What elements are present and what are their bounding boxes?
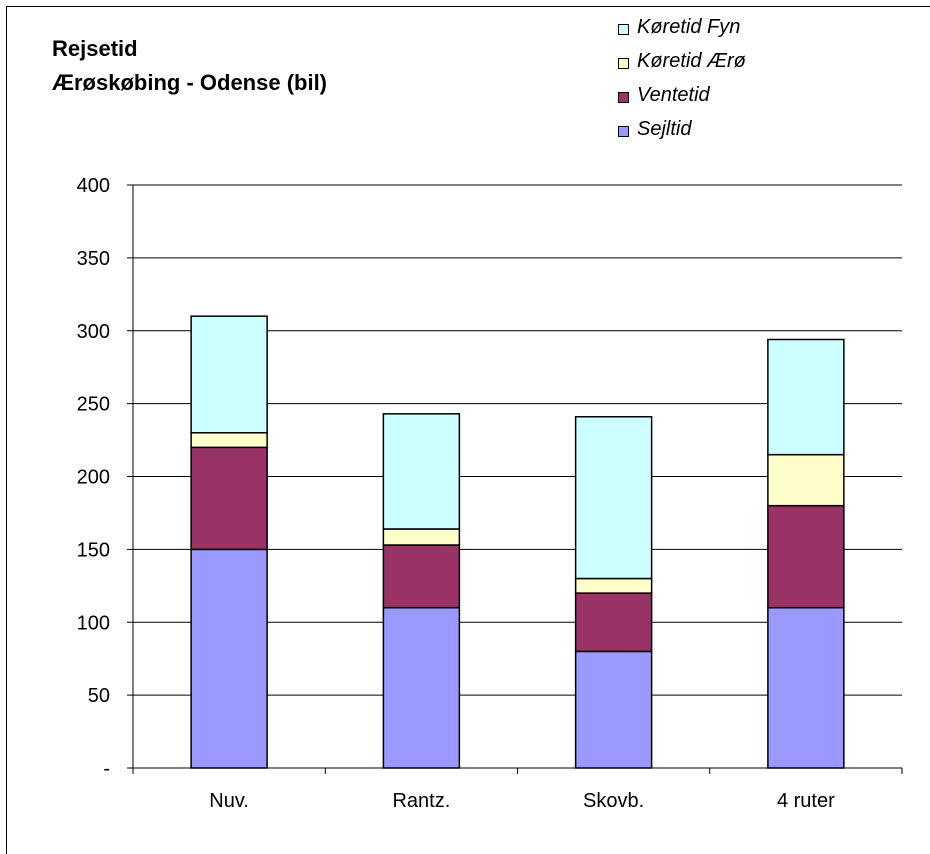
- bar-segment: [574, 415, 653, 580]
- x-tick-label: Skovb.: [583, 790, 644, 812]
- y-tick-label: 400: [77, 175, 110, 197]
- x-tick-label: 4 ruter: [777, 790, 835, 812]
- bar-segment: [190, 432, 268, 449]
- legend-swatch-koretid-aero: [618, 58, 629, 69]
- legend-swatch-ventetid: [618, 92, 629, 103]
- legend-label-koretid-aero: Køretid Ærø: [637, 50, 746, 72]
- x-tick-label: Rantz.: [392, 790, 450, 812]
- bar-segment: [767, 504, 845, 609]
- legend-swatch-koretid-fyn: [618, 24, 629, 35]
- y-tick-label: -: [103, 758, 110, 780]
- bar-segment: [190, 446, 268, 551]
- y-tick-label: 300: [77, 321, 110, 343]
- x-tick-label: Nuv.: [209, 790, 249, 812]
- y-tick-label: 350: [77, 248, 110, 270]
- bar-segment: [190, 315, 268, 434]
- y-tick-label: 200: [77, 467, 110, 489]
- bar-segment: [574, 577, 653, 594]
- legend-label-sejltid: Sejltid: [637, 118, 692, 140]
- chart-title: Rejsetid Ærøskøbing - Odense (bil): [52, 32, 327, 100]
- y-tick-label: 100: [77, 612, 110, 634]
- y-tick-label: 150: [77, 539, 110, 561]
- bar-segment: [767, 453, 845, 507]
- y-tick-label: 50: [88, 685, 110, 707]
- chart-frame: [6, 6, 930, 854]
- bar-segment: [767, 606, 845, 769]
- legend-label-ventetid: Ventetid: [637, 84, 710, 106]
- bar-segment: [382, 528, 461, 546]
- chart-title-line-2: Ærøskøbing - Odense (bil): [52, 70, 328, 95]
- bar-segment: [574, 650, 653, 769]
- bar-segment: [574, 592, 653, 653]
- bar-segment: [190, 548, 268, 769]
- bar-segment: [382, 606, 461, 769]
- bar-segment: [382, 413, 461, 530]
- legend-label-koretid-fyn: Køretid Fyn: [637, 16, 741, 38]
- legend-swatch-sejltid: [618, 126, 629, 137]
- chart-title-line-1: Rejsetid: [52, 36, 138, 61]
- bar-segment: [767, 338, 845, 456]
- y-tick-label: 250: [77, 394, 110, 416]
- bar-segment: [382, 544, 461, 609]
